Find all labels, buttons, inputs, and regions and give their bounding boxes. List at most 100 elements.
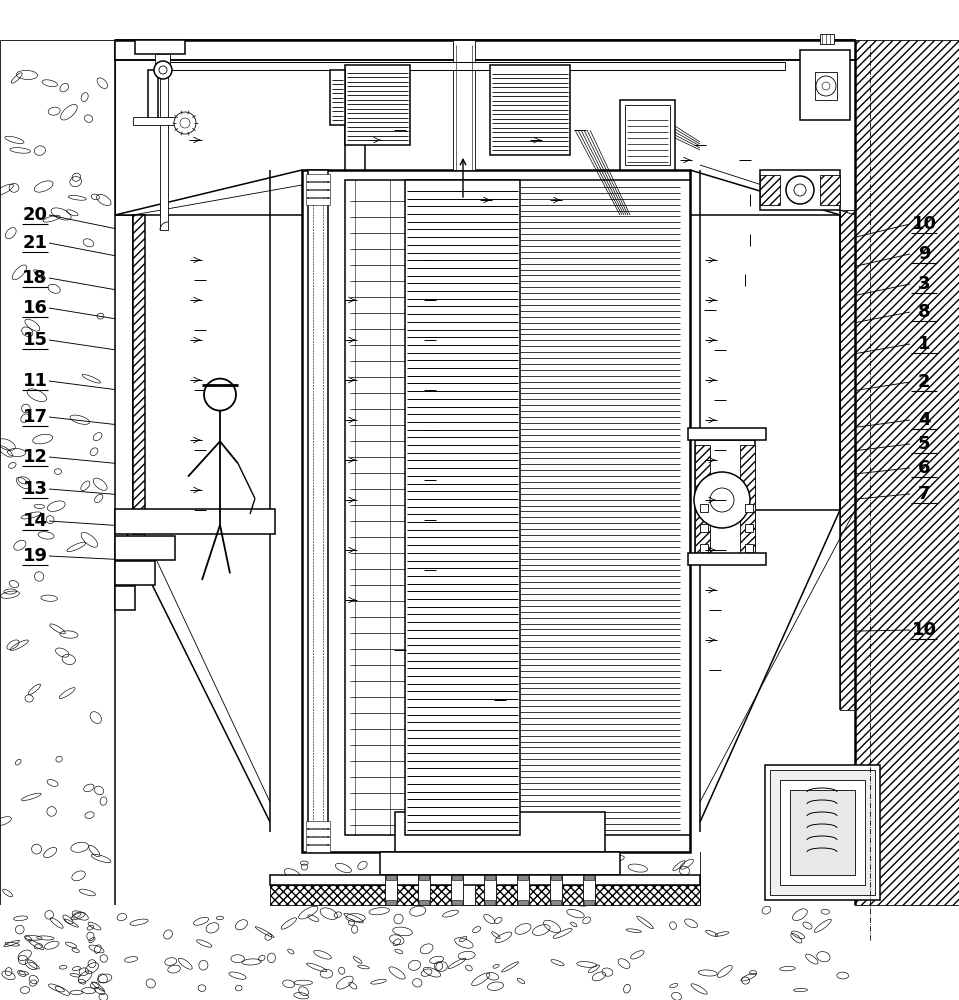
Bar [800,50,850,120]
Bar [745,524,753,532]
Text: 19: 19 [22,547,48,565]
Circle shape [816,76,836,96]
Bar [452,875,462,880]
Bar [765,765,880,900]
Circle shape [159,66,167,74]
Polygon shape [0,905,115,1000]
Text: 18: 18 [22,269,48,287]
Bar [115,561,155,585]
Text: 11: 11 [22,372,48,390]
Bar [418,875,430,905]
Bar [148,70,158,120]
Bar [790,790,855,875]
Bar [135,40,185,54]
Text: 12: 12 [22,448,48,466]
Bar [345,65,410,145]
Bar [518,875,528,880]
Bar [306,837,330,844]
Bar [155,54,170,70]
Bar [306,821,330,828]
Bar [115,509,275,534]
Bar [760,170,840,210]
Bar [306,182,330,189]
Text: 17: 17 [22,408,48,426]
Bar [584,900,594,905]
Bar [550,875,562,905]
Text: 5: 5 [918,435,930,453]
Text: 3: 3 [918,275,930,293]
Bar [330,70,345,125]
Text: 13: 13 [22,480,48,498]
Bar [133,215,145,534]
Bar [115,536,175,560]
Bar [584,875,594,880]
Bar [740,445,755,555]
Bar [270,885,700,905]
Bar [115,586,135,610]
Bar [485,900,495,905]
Bar [485,875,495,880]
Text: 16: 16 [22,299,48,317]
Text: 2: 2 [918,373,930,391]
Bar [688,553,766,565]
Text: 21: 21 [22,234,48,252]
Bar [386,875,396,880]
Bar [688,428,766,440]
Bar [625,105,670,165]
Circle shape [204,379,236,411]
Bar [490,65,570,155]
Bar [820,34,834,44]
Bar [385,875,397,905]
Polygon shape [855,40,959,905]
Bar [551,900,561,905]
Bar [160,62,785,70]
Text: 20: 20 [22,206,48,224]
Bar [302,170,690,852]
Bar [700,544,708,552]
Bar [308,170,328,852]
Bar [419,875,429,880]
Bar [452,900,462,905]
Text: 8: 8 [918,303,930,321]
Bar [453,852,475,905]
Circle shape [710,488,734,512]
Bar [451,875,463,905]
Bar [770,770,875,895]
Bar [395,812,605,852]
Text: 10: 10 [911,621,937,639]
Bar [760,175,780,205]
Text: 1: 1 [918,335,930,353]
Text: 4: 4 [918,411,930,429]
Polygon shape [0,510,959,1000]
Circle shape [822,82,830,90]
Bar [700,524,708,532]
Bar [306,829,330,836]
Bar [840,210,855,710]
Bar [306,845,330,852]
Bar [745,544,753,552]
Bar [115,40,855,60]
Circle shape [786,176,814,204]
Bar [695,440,755,560]
Bar [518,900,528,905]
Bar [405,180,520,835]
Bar [745,504,753,512]
Text: 15: 15 [22,331,48,349]
Text: 6: 6 [918,459,930,477]
Bar [700,504,708,512]
Bar [453,40,475,170]
Polygon shape [115,852,855,1000]
Bar [306,190,330,197]
Bar [780,780,865,885]
Text: 10: 10 [911,215,937,233]
Bar [815,72,837,100]
Bar [484,875,496,905]
Bar [345,180,690,835]
Bar [380,852,620,875]
Bar [345,80,365,170]
Circle shape [174,112,196,134]
Bar [551,875,561,880]
Circle shape [794,184,806,196]
Bar [805,55,845,115]
Text: 9: 9 [918,245,930,263]
